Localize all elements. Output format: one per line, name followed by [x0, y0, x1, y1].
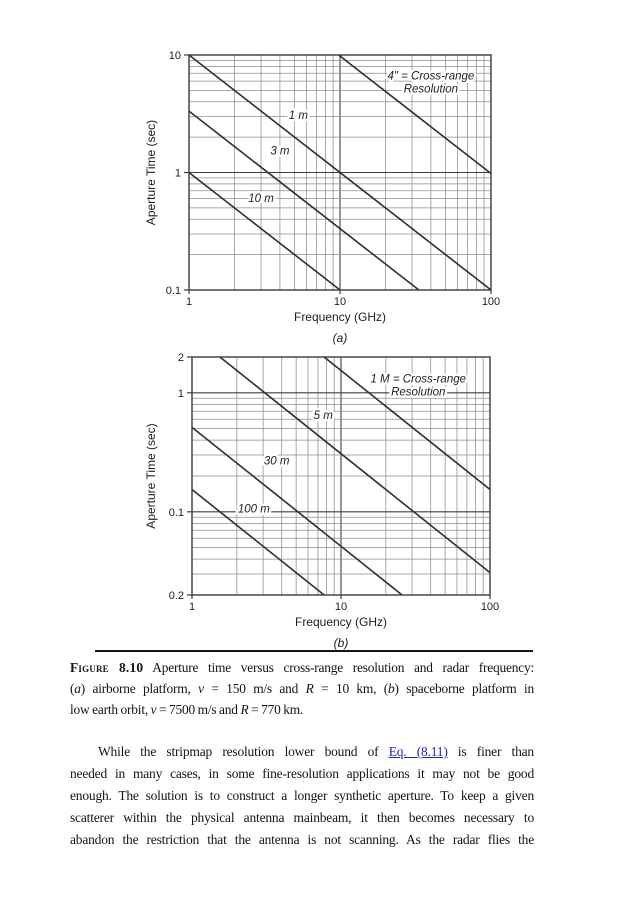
eq-8-11-link[interactable]: Eq. (8.11) — [388, 744, 448, 759]
x-axis-title: Frequency (GHz) — [294, 310, 386, 324]
y-tick-label: 10 — [169, 50, 181, 62]
y-tick-label: 0.2 — [169, 590, 184, 602]
series-label-res-1M: 1 M = Cross-range Resolution — [370, 374, 466, 399]
text-run: low earth orbit, — [70, 702, 151, 717]
italic-symbol: R — [240, 702, 249, 717]
text-run: needed in many cases, in some fine-resol… — [70, 766, 534, 781]
series-label-res-100m: 100 m — [238, 504, 270, 516]
x-tick-label: 1 — [189, 601, 195, 613]
series-label-res-5m: 5 m — [314, 410, 334, 422]
chart-a: 4" = Cross-range Resolution 1 m 3 m 10 m 1 10 1… — [144, 50, 500, 345]
y-tick-label: 1 — [175, 168, 181, 180]
chart-b: 1 M = Cross-range Resolution 5 m 30 m 100 m 1… — [144, 352, 499, 650]
y-axis-title: Aperture Time (sec) — [144, 423, 158, 528]
paragraph-line: scatterer within the physical antenna ma… — [70, 807, 534, 829]
x-tick-label: 1 — [186, 296, 192, 308]
y-tick-label: 2 — [178, 352, 184, 364]
y-tick-label: 0.1 — [166, 285, 181, 297]
italic-symbol: a — [74, 681, 81, 696]
text-run: = 150 m/s and — [203, 681, 306, 696]
caption-rule — [95, 650, 533, 652]
series-label-res-30m: 30 m — [264, 455, 290, 467]
text-run: scatterer within the physical antenna ma… — [70, 810, 534, 825]
x-tick-label: 10 — [335, 601, 347, 613]
series-label-res-4in: 4" = Cross-range Resolution — [387, 70, 474, 95]
series-line-res-5m — [219, 356, 491, 574]
caption-line: (a) airborne platform, v = 150 m/s and R… — [70, 678, 534, 699]
series-label-res-1m: 1 m — [289, 110, 309, 122]
text-run: ) airborne platform, — [80, 681, 199, 696]
series-line-res-3m — [188, 110, 420, 291]
series-line-res-30m — [191, 426, 403, 596]
paragraph-line: enough. The solution is to construct a l… — [70, 785, 534, 807]
figure-label: Figure 8.10 — [70, 660, 144, 675]
paragraph-line: While the stripmap resolution lower boun… — [70, 741, 534, 763]
x-tick-label: 100 — [481, 601, 499, 613]
text-run: Aperture time versus cross-range resolut… — [152, 660, 534, 675]
series-line-res-1m — [188, 54, 492, 291]
series-line-res-1M — [323, 356, 491, 491]
italic-symbol: b — [388, 681, 395, 696]
italic-symbol: v — [150, 702, 157, 717]
paragraph-line: needed in many cases, in some fine-resol… — [70, 763, 534, 785]
series-label-res-3m: 3 m — [270, 146, 290, 158]
y-axis-title: Aperture Time (sec) — [144, 120, 158, 225]
figure-caption: Figure 8.10 Aperture time versus cross-ra… — [70, 657, 534, 720]
caption-line: low earth orbit, v = 7500 m/s and R = 77… — [70, 699, 534, 720]
series-line-res-10m — [188, 171, 341, 291]
text-run: = 10 km, ( — [313, 681, 389, 696]
text-run: is finer than — [447, 744, 534, 759]
y-tick-label: 0.1 — [169, 507, 184, 519]
text-run: While the stripmap resolution lower boun… — [98, 744, 389, 759]
x-axis-title: Frequency (GHz) — [295, 615, 387, 629]
text-run: ) spaceborne platform in — [394, 681, 534, 696]
series-line-res-4in — [338, 54, 492, 175]
series-label-res-10m: 10 m — [248, 193, 274, 205]
text-run: ( — [70, 681, 75, 696]
text-run: = 7500 m/s and — [156, 702, 241, 717]
text-run: abandon the restriction that the antenna… — [70, 832, 534, 847]
italic-symbol: R — [305, 681, 314, 696]
chart-sub-label: (a) — [333, 331, 348, 345]
caption-line: Figure 8.10 Aperture time versus cross-ra… — [70, 657, 534, 678]
text-run: = 770 km. — [248, 702, 304, 717]
x-tick-label: 100 — [482, 296, 500, 308]
chart-sub-label: (b) — [334, 636, 349, 650]
body-paragraph: While the stripmap resolution lower boun… — [70, 741, 534, 851]
paragraph-line: abandon the restriction that the antenna… — [70, 829, 534, 851]
y-tick-label: 1 — [178, 388, 184, 400]
text-run: enough. The solution is to construct a l… — [70, 788, 534, 803]
series-line-res-100m — [191, 488, 325, 596]
x-tick-label: 10 — [334, 296, 346, 308]
italic-symbol: v — [198, 681, 204, 696]
